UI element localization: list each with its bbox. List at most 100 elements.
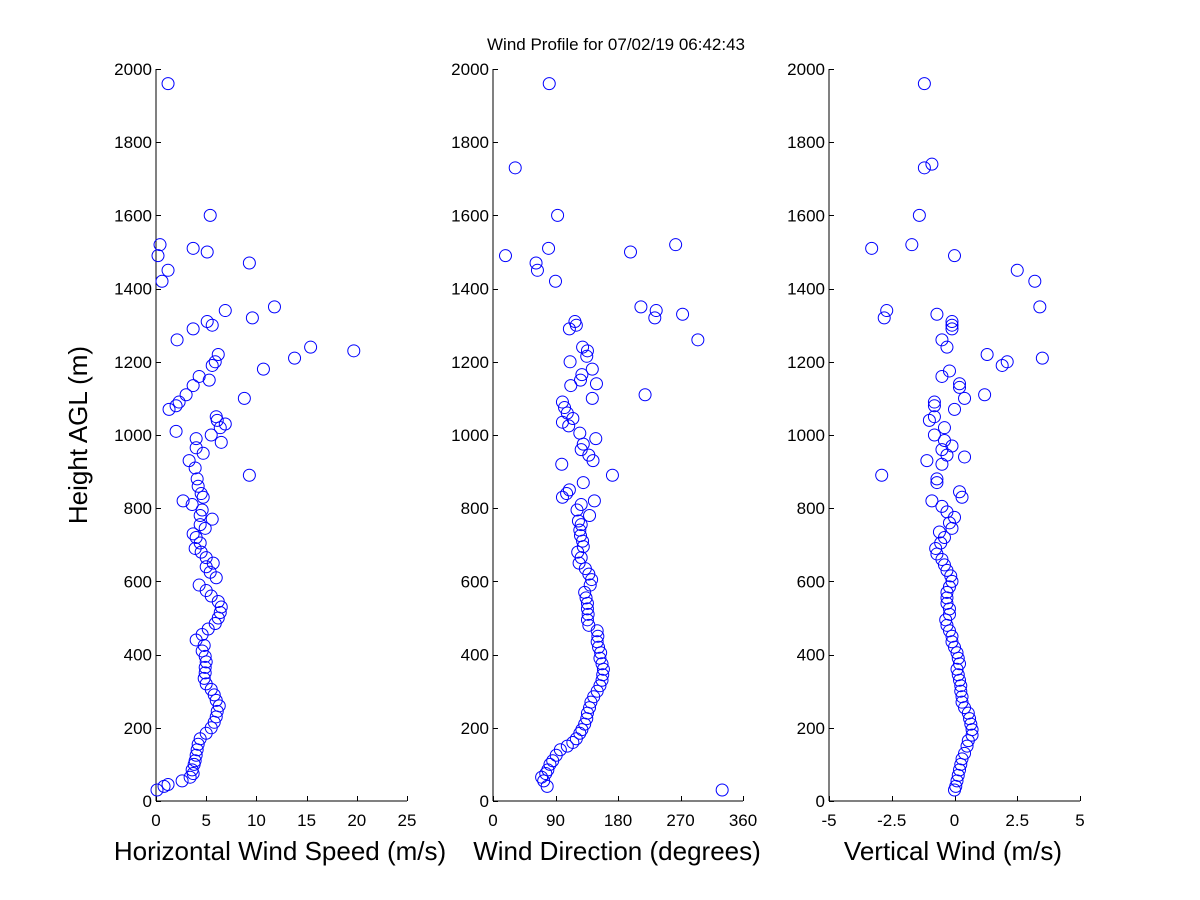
data-point-vertical-wind <box>937 421 951 435</box>
data-point-vertical-wind <box>937 433 951 447</box>
data-point-horizontal-wind-speed <box>185 498 199 512</box>
data-point-wind-direction <box>580 602 594 616</box>
y-axis-label: Height AGL (m) <box>63 346 93 524</box>
data-point-wind-direction <box>574 529 587 543</box>
data-point-vertical-wind <box>951 668 965 682</box>
data-point-horizontal-wind-speed <box>189 432 203 446</box>
y-tick-label: 2000 <box>787 60 825 79</box>
data-point-horizontal-wind-speed <box>214 435 228 449</box>
data-point-wind-direction <box>669 238 683 252</box>
data-point-wind-direction <box>574 498 588 512</box>
data-point-horizontal-wind-speed <box>195 644 209 658</box>
data-point-vertical-wind <box>948 402 961 416</box>
data-point-horizontal-wind-speed <box>161 263 175 277</box>
data-point-horizontal-wind-speed <box>194 487 208 501</box>
data-point-horizontal-wind-speed <box>205 358 219 372</box>
data-point-horizontal-wind-speed <box>192 369 206 383</box>
data-point-vertical-wind <box>942 364 956 378</box>
data-point-wind-direction <box>624 245 637 259</box>
x-axis-label-horizontal-wind-speed: Horizontal Wind Speed (m/s) <box>114 836 446 866</box>
data-point-horizontal-wind-speed <box>161 77 175 91</box>
data-point-wind-direction <box>555 490 569 504</box>
x-tick-label: 270 <box>666 811 694 830</box>
data-point-wind-direction <box>508 161 522 175</box>
data-point-vertical-wind <box>955 490 969 504</box>
data-point-horizontal-wind-speed <box>267 300 281 314</box>
data-point-wind-direction <box>555 395 569 409</box>
y-tick-label: 1000 <box>114 426 152 445</box>
data-point-vertical-wind <box>930 476 944 490</box>
y-tick-label: 1200 <box>787 353 825 372</box>
data-point-wind-direction <box>649 304 663 318</box>
data-point-wind-direction <box>542 241 556 255</box>
data-point-wind-direction <box>562 483 576 497</box>
data-point-horizontal-wind-speed <box>170 333 184 347</box>
y-tick-label: 800 <box>797 499 825 518</box>
data-point-wind-direction <box>555 457 569 471</box>
y-tick-label: 0 <box>480 792 489 811</box>
chart-title: Wind Profile for 07/02/19 06:42:43 <box>487 35 745 54</box>
data-point-wind-direction <box>580 344 594 358</box>
data-point-wind-direction <box>542 77 556 91</box>
data-point-horizontal-wind-speed <box>193 518 207 532</box>
data-point-vertical-wind <box>954 684 968 698</box>
data-point-vertical-wind <box>917 161 931 175</box>
x-tick-label: 90 <box>546 811 565 830</box>
data-point-horizontal-wind-speed <box>189 441 203 455</box>
data-point-wind-direction <box>582 618 596 632</box>
data-point-vertical-wind <box>1035 351 1049 365</box>
data-point-wind-direction <box>596 668 610 682</box>
data-point-horizontal-wind-speed <box>193 509 207 523</box>
data-point-wind-direction <box>585 362 599 376</box>
data-point-vertical-wind <box>917 77 931 91</box>
data-point-horizontal-wind-speed <box>242 468 256 482</box>
data-point-vertical-wind <box>935 457 949 471</box>
data-point-vertical-wind <box>958 746 972 760</box>
data-point-vertical-wind <box>940 591 954 605</box>
data-point-wind-direction <box>530 263 544 277</box>
data-point-vertical-wind <box>940 340 954 354</box>
y-tick-label: 1200 <box>451 353 489 372</box>
data-point-wind-direction <box>591 629 605 643</box>
data-point-horizontal-wind-speed <box>245 311 259 325</box>
data-point-vertical-wind <box>877 311 891 325</box>
data-point-vertical-wind <box>953 380 967 394</box>
y-tick-label: 1600 <box>787 206 825 225</box>
data-point-horizontal-wind-speed <box>185 763 199 777</box>
data-point-horizontal-wind-speed <box>190 472 204 486</box>
y-tick-label: 1800 <box>114 133 152 152</box>
y-tick-label: 2000 <box>451 60 489 79</box>
data-point-wind-direction <box>574 373 587 387</box>
data-point-vertical-wind <box>932 525 946 539</box>
x-tick-label: 5 <box>1075 811 1084 830</box>
y-tick-label: 1800 <box>787 133 825 152</box>
data-point-vertical-wind <box>875 468 889 482</box>
data-point-wind-direction <box>634 300 648 314</box>
data-point-wind-direction <box>586 454 600 468</box>
data-point-wind-direction <box>580 613 594 627</box>
data-point-vertical-wind <box>955 695 969 709</box>
data-point-wind-direction <box>648 311 662 325</box>
y-tick-label: 800 <box>124 499 152 518</box>
data-point-horizontal-wind-speed <box>169 424 183 438</box>
data-point-vertical-wind <box>953 485 967 499</box>
data-point-horizontal-wind-speed <box>242 256 256 270</box>
data-point-horizontal-wind-speed <box>172 395 186 409</box>
y-tick-label: 1200 <box>114 353 152 372</box>
data-point-vertical-wind <box>935 333 949 347</box>
data-point-vertical-wind <box>930 472 944 486</box>
x-tick-label: 20 <box>347 811 366 830</box>
data-point-vertical-wind <box>945 315 959 329</box>
x-tick-label: 180 <box>604 811 632 830</box>
x-tick-label: 15 <box>297 811 316 830</box>
x-tick-label: 25 <box>398 811 417 830</box>
x-tick-label: -5 <box>821 811 836 830</box>
data-point-wind-direction <box>593 651 607 665</box>
data-point-horizontal-wind-speed <box>175 774 189 788</box>
data-point-wind-direction <box>585 391 599 405</box>
data-point-vertical-wind <box>958 391 972 405</box>
y-tick-label: 200 <box>797 719 825 738</box>
data-point-vertical-wind <box>912 208 926 222</box>
data-point-horizontal-wind-speed <box>188 754 202 768</box>
data-point-horizontal-wind-speed <box>176 494 190 508</box>
